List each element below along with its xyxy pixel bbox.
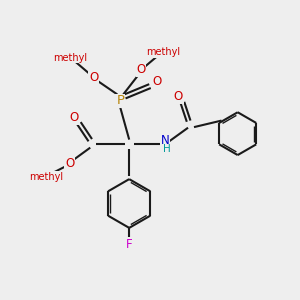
Text: O: O bbox=[89, 71, 98, 84]
Text: O: O bbox=[70, 111, 79, 124]
Text: H: H bbox=[164, 144, 171, 154]
Text: O: O bbox=[136, 63, 146, 76]
Text: P: P bbox=[116, 94, 124, 107]
Text: O: O bbox=[174, 90, 183, 103]
Text: methyl: methyl bbox=[146, 47, 180, 57]
Text: methyl: methyl bbox=[29, 172, 63, 182]
Text: F: F bbox=[126, 238, 133, 251]
Text: N: N bbox=[160, 134, 169, 147]
Text: methyl: methyl bbox=[53, 53, 87, 63]
Text: O: O bbox=[152, 75, 161, 88]
Text: O: O bbox=[65, 157, 74, 170]
